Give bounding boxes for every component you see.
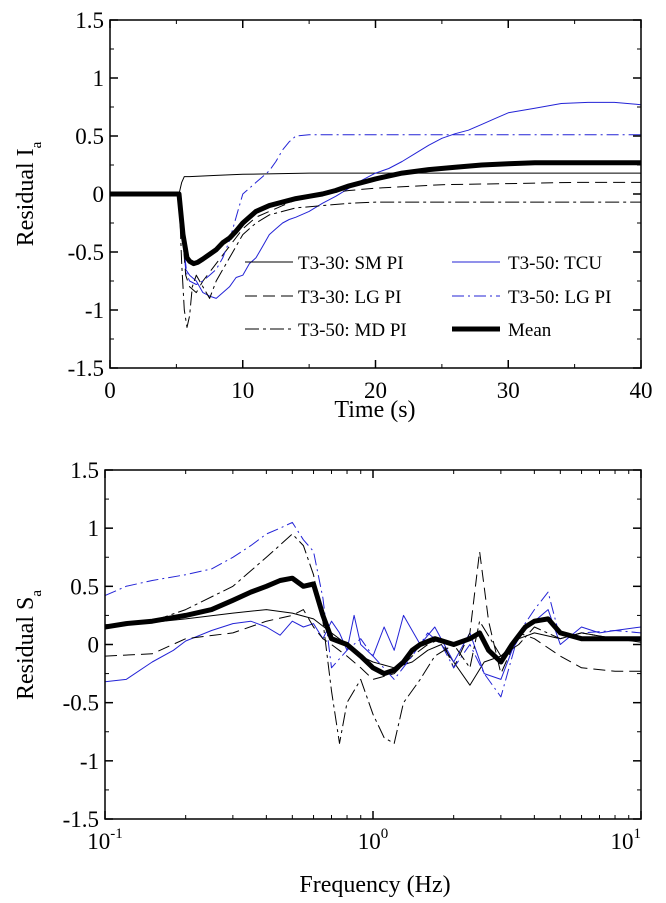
svg-text:Residual Ia: Residual Ia <box>13 141 45 246</box>
time-y-axis-label-main: Residual I <box>13 148 39 246</box>
time-panel: 1.510.50-0.5-1-1.50 10 20 30 40 Time (s) Res… <box>13 8 653 423</box>
legend: T3-30: SM PI T3-50: TCU T3-30: LG PI T3-50:… <box>245 253 611 341</box>
frequency-y-tick-label: -0.5 <box>63 691 99 716</box>
frequency-y-axis-label-subscript: a <box>29 590 45 597</box>
frequency-axis-ticks: 1.5 1 0.5 0 -0.5 -1 -1.510-1 100 101 <box>63 458 642 854</box>
frequency-series-t3-30-sm-pi <box>105 609 641 686</box>
time-x-tick-label: 20 <box>364 378 387 403</box>
frequency-y-tick-label: 1 <box>88 516 100 541</box>
time-y-axis-label: Residual Ia <box>13 141 45 246</box>
time-series-t3-50-md-pi <box>110 193 641 328</box>
frequency-series-mean <box>105 575 641 677</box>
time-y-tick-label: 0 <box>93 182 105 207</box>
frequency-series-t3-50-md-pi <box>105 533 641 744</box>
time-plot-frame <box>109 19 642 369</box>
frequency-panel: 1.5 1 0.5 0 -0.5 -1 -1.510-1 100 101 Frequency (… <box>13 458 642 898</box>
time-series-t3-30-sm-pi <box>110 172 641 195</box>
frequency-series-t3-30-lg-pi <box>105 550 641 680</box>
time-x-axis-label: Time (s) <box>334 397 415 423</box>
svg-text:Residual Sa: Residual Sa <box>13 590 45 700</box>
frequency-x-axis-label: Frequency (Hz) <box>299 872 450 898</box>
time-axis-ticks: 1.510.50-0.5-1-1.50 10 20 30 40 <box>68 8 653 403</box>
legend-label-t3-50-md-pi: T3-50: MD PI <box>298 320 407 341</box>
time-series-t3-50-lg-pi <box>110 134 641 285</box>
frequency-y-axis-label: Residual Sa <box>13 590 45 700</box>
time-y-tick-label: 1.5 <box>75 8 104 33</box>
time-y-axis-label-subscript: a <box>29 141 45 148</box>
time-series-t3-30-lg-pi <box>110 181 641 294</box>
legend-label-mean: Mean <box>508 320 552 341</box>
time-y-tick-label: -1 <box>85 298 104 323</box>
frequency-series-t3-50-lg-pi <box>105 521 641 698</box>
frequency-series-curves <box>105 521 641 744</box>
time-series-mean <box>110 160 641 267</box>
frequency-y-tick-label: -1.5 <box>63 807 99 832</box>
time-y-tick-label: 1 <box>93 66 105 91</box>
time-x-tick-label: 0 <box>104 378 116 403</box>
legend-label-t3-30-sm-pi: T3-30: SM PI <box>298 253 404 274</box>
frequency-y-tick-label: 1.5 <box>70 458 99 483</box>
time-x-tick-label: 40 <box>630 378 653 403</box>
frequency-x-tick-label: 101 <box>611 826 642 854</box>
frequency-y-axis-label-main: Residual S <box>13 597 39 700</box>
legend-label-t3-50-lg-pi: T3-50: LG PI <box>508 287 611 308</box>
frequency-x-tick-label: 10-1 <box>87 826 123 854</box>
frequency-x-tick-label: 100 <box>358 826 389 854</box>
frequency-y-tick-label: -1 <box>80 749 99 774</box>
frequency-y-tick-label: 0 <box>88 633 100 658</box>
time-y-tick-label: -1.5 <box>68 356 104 381</box>
frequency-y-tick-label: 0.5 <box>70 574 99 599</box>
time-y-tick-label: -0.5 <box>68 240 104 265</box>
time-y-tick-label: 0.5 <box>75 124 104 149</box>
time-x-tick-label: 30 <box>497 378 520 403</box>
time-series-curves <box>110 101 641 328</box>
time-x-tick-label: 10 <box>231 378 254 403</box>
frequency-series-t3-50-tcu <box>105 609 641 683</box>
legend-label-t3-30-lg-pi: T3-30: LG PI <box>298 287 401 308</box>
legend-label-t3-50-tcu: T3-50: TCU <box>508 253 602 274</box>
